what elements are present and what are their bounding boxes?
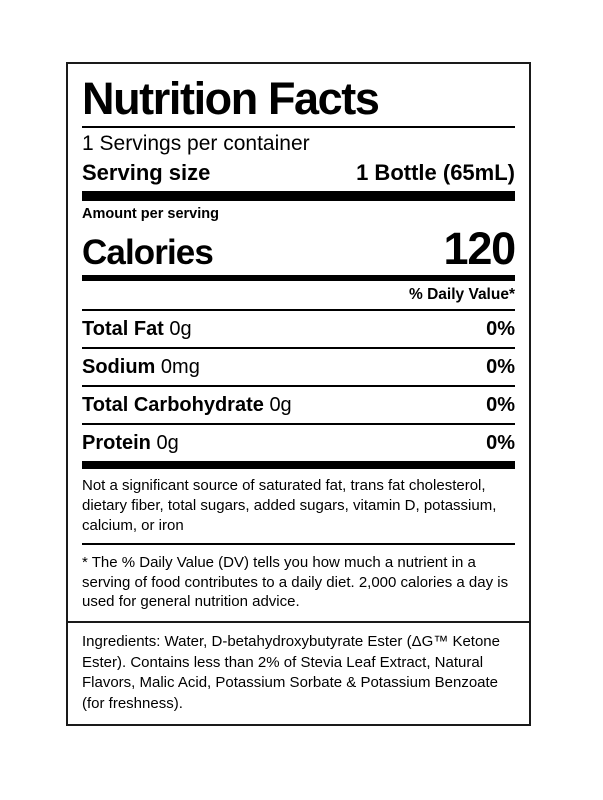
nutrient-amount: 0g [169, 317, 192, 340]
nutrient-label: Sodium 0mg [82, 354, 200, 380]
nutrient-name: Total Carbohydrate [82, 393, 264, 416]
nutrient-divider [82, 384, 515, 387]
title-divider [82, 125, 515, 128]
daily-value-header: % Daily Value* [409, 285, 515, 303]
section-divider-thick-top [82, 191, 515, 202]
nutrition-facts-main: Nutrition Facts 1 Servings per container… [68, 76, 529, 191]
table-row: Total Fat 0g 0% [82, 311, 515, 347]
nutrient-label: Protein 0g [82, 430, 179, 456]
serving-size-row: Serving size 1 Bottle (65mL) [82, 158, 515, 192]
nutrient-divider [82, 422, 515, 425]
footnote-divider [82, 542, 515, 545]
thick-bar-wrap-3 [68, 460, 529, 469]
calories-label: Calories [82, 233, 214, 273]
calories-divider-thick [82, 274, 515, 281]
nutrient-amount: 0g [156, 431, 179, 454]
nutrient-name: Total Fat [82, 317, 164, 340]
nutrient-divider [82, 346, 515, 349]
thick-bar-wrap-2 [68, 274, 529, 281]
nutrient-divider [82, 308, 515, 311]
nutrient-label: Total Carbohydrate 0g [82, 392, 292, 418]
nutrient-name: Sodium [82, 355, 156, 378]
ingredients-text: Ingredients: Water, D-betahydroxybutyrat… [82, 633, 500, 712]
table-row: Protein 0g 0% [82, 425, 515, 461]
nutrient-daily-value: 0% [486, 355, 515, 378]
nutrients-divider-thick [82, 460, 515, 469]
calories-value: 120 [443, 223, 517, 275]
table-row: Total Carbohydrate 0g 0% [82, 387, 515, 423]
table-row: Sodium 0mg 0% [82, 349, 515, 385]
nutrient-daily-value: 0% [486, 317, 515, 340]
nutrient-list: Total Fat 0g 0% Sodium 0mg 0% Total Carb… [68, 308, 529, 461]
nutrient-daily-value: 0% [486, 393, 515, 416]
servings-per-container: 1 Servings per container [82, 131, 310, 155]
amount-per-serving-label: Amount per serving [82, 206, 219, 223]
nutrient-amount: 0g [269, 393, 292, 416]
not-significant-source-note: Not a significant source of saturated fa… [82, 476, 497, 534]
nutrient-amount: 0mg [160, 355, 200, 378]
page-title: Nutrition Facts [82, 73, 380, 124]
footnotes-section: Not a significant source of saturated fa… [68, 469, 529, 622]
serving-size-value: 1 Bottle (65mL) [356, 159, 515, 185]
calories-row: Calories 120 [82, 223, 517, 275]
nutrient-daily-value: 0% [486, 431, 515, 454]
nutrition-facts-panel: Nutrition Facts 1 Servings per container… [66, 62, 531, 726]
nutrient-name: Protein [82, 431, 151, 454]
ingredients-section: Ingredients: Water, D-betahydroxybutyrat… [68, 621, 529, 724]
daily-value-header-section: % Daily Value* [68, 281, 529, 309]
daily-value-footnote: * The % Daily Value (DV) tells you how m… [82, 553, 509, 611]
thick-bar-wrap-1 [68, 191, 529, 202]
calories-section: Amount per serving Calories 120 [68, 201, 529, 274]
nutrient-label: Total Fat 0g [82, 316, 192, 342]
serving-size-label: Serving size [82, 159, 211, 185]
